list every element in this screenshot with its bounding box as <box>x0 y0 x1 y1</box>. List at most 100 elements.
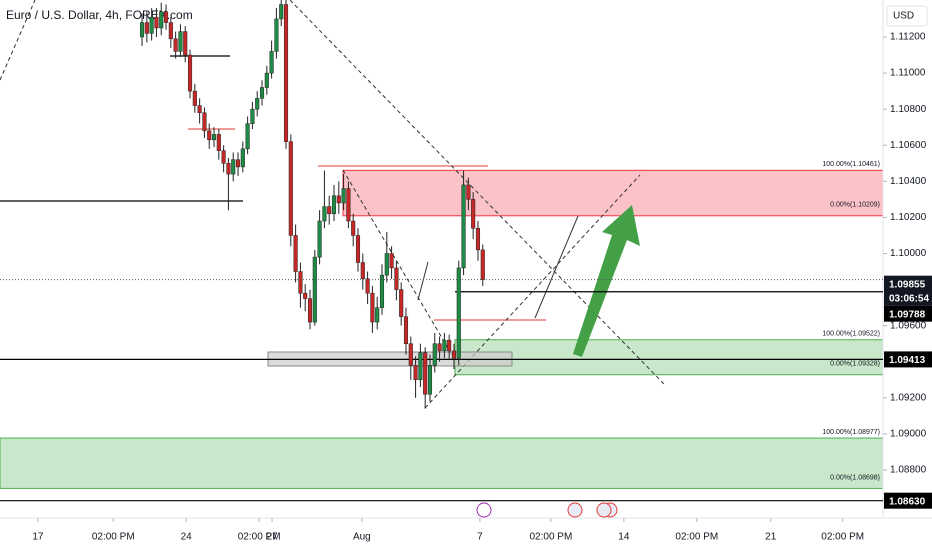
candle-body <box>447 339 452 352</box>
price-badge <box>884 289 932 306</box>
candle-body <box>269 51 274 74</box>
y-tick-label: 1.08800 <box>890 465 927 476</box>
x-tick-label: 24 <box>181 532 193 543</box>
candle-body <box>427 365 433 395</box>
dashed-line <box>0 0 36 81</box>
arrow-line <box>417 261 429 301</box>
x-tick-label: Aug <box>353 532 371 543</box>
x-tick-label: 21 <box>765 532 777 543</box>
price-badge <box>884 275 932 292</box>
y-tick-label: 1.09000 <box>890 429 927 440</box>
price-badge-label: 03:06:54 <box>889 293 929 304</box>
candle-body <box>144 22 149 34</box>
x-tick-label: 27 <box>267 532 279 543</box>
price-badge-label: 1.09855 <box>889 279 926 290</box>
zone-top-label: 100.00%(1.10461) <box>822 161 880 168</box>
candle-body <box>399 289 404 317</box>
candle-body <box>370 292 375 323</box>
x-tick-label: 02:00 PM <box>821 532 864 543</box>
zone <box>0 437 884 489</box>
candle-body <box>346 188 351 222</box>
green-arrow <box>573 205 640 357</box>
candle-body <box>250 108 255 124</box>
candle-body <box>211 134 217 141</box>
zone <box>342 169 884 217</box>
x-tick-label: 7 <box>477 532 483 543</box>
price-badge-label: 1.09413 <box>889 355 926 366</box>
y-tick-label: 1.09200 <box>890 392 927 403</box>
candle-body <box>197 105 202 114</box>
candle-body <box>283 4 289 142</box>
candle-body <box>394 267 399 290</box>
candle-body <box>423 352 428 395</box>
zone-bottom-label: 0.00%(1.10209) <box>830 202 880 209</box>
candle-body <box>231 159 236 175</box>
candle-body <box>279 4 284 20</box>
candle-body <box>187 54 193 92</box>
candle-body <box>255 98 260 110</box>
candle-body <box>317 220 322 258</box>
price-badge <box>884 351 932 368</box>
candle-body <box>274 18 279 52</box>
candle-body <box>322 206 327 222</box>
dashed-line <box>424 174 641 409</box>
candle-body <box>432 343 437 366</box>
candle-body <box>192 90 197 106</box>
zone-top-label: 100.00%(1.09522) <box>822 331 880 338</box>
candle-body <box>235 159 241 168</box>
event-icon <box>596 502 612 518</box>
zone-bottom-label: 0.00%(1.09328) <box>830 361 880 368</box>
candle-body <box>461 184 466 269</box>
candle-body <box>379 274 385 308</box>
x-tick-label: 02:00 PM <box>238 532 281 543</box>
candle-body <box>413 365 418 381</box>
candle-body <box>403 316 409 344</box>
candle-body <box>154 16 159 29</box>
y-tick-label: 1.10200 <box>890 212 927 223</box>
candle-body <box>163 11 169 23</box>
candle-body <box>351 220 356 236</box>
zone <box>454 339 884 376</box>
candle-body <box>168 22 173 40</box>
zone-bottom-label: 0.00%(1.08698) <box>830 474 880 481</box>
candle-body <box>341 188 346 204</box>
x-tick-label: 14 <box>618 532 630 543</box>
event-icons <box>476 502 618 518</box>
price-badge <box>884 305 932 322</box>
candle-body <box>327 206 332 215</box>
candle-body <box>245 123 250 150</box>
candle-body <box>418 352 423 381</box>
candle-body <box>226 163 231 175</box>
candle-body <box>355 235 361 263</box>
y-tick-label: 1.09600 <box>890 320 927 331</box>
candle-body <box>159 11 164 29</box>
zone-top-label: 100.00%(1.08977) <box>822 429 880 436</box>
y-tick-label: 1.11200 <box>890 32 926 43</box>
candle-body <box>259 87 265 99</box>
dashed-line <box>342 169 456 361</box>
candle-body <box>202 112 207 132</box>
candle-body <box>264 72 269 88</box>
y-tick-label: 1.10400 <box>890 176 927 187</box>
currency-button[interactable] <box>886 5 928 27</box>
y-tick-label: 1.10000 <box>890 248 927 259</box>
candle-body <box>360 262 365 280</box>
x-tick-label: 02:00 PM <box>92 532 135 543</box>
candle-body <box>298 271 303 294</box>
candle-body <box>312 256 317 323</box>
candle-body <box>293 235 298 272</box>
candle-body <box>336 195 341 204</box>
price-badge-label: 1.09788 <box>889 309 926 320</box>
event-icon <box>567 502 583 518</box>
candle-body <box>149 16 154 34</box>
candle-body <box>173 38 178 52</box>
candle-body <box>480 249 485 280</box>
candle-body <box>466 184 471 200</box>
x-tick-label: 17 <box>32 532 44 543</box>
candle-body <box>307 298 313 323</box>
candle-body <box>331 195 337 215</box>
candle-body <box>437 343 442 352</box>
x-tick-label: 02:00 PM <box>530 532 573 543</box>
y-tick-label: 1.10800 <box>890 104 927 115</box>
